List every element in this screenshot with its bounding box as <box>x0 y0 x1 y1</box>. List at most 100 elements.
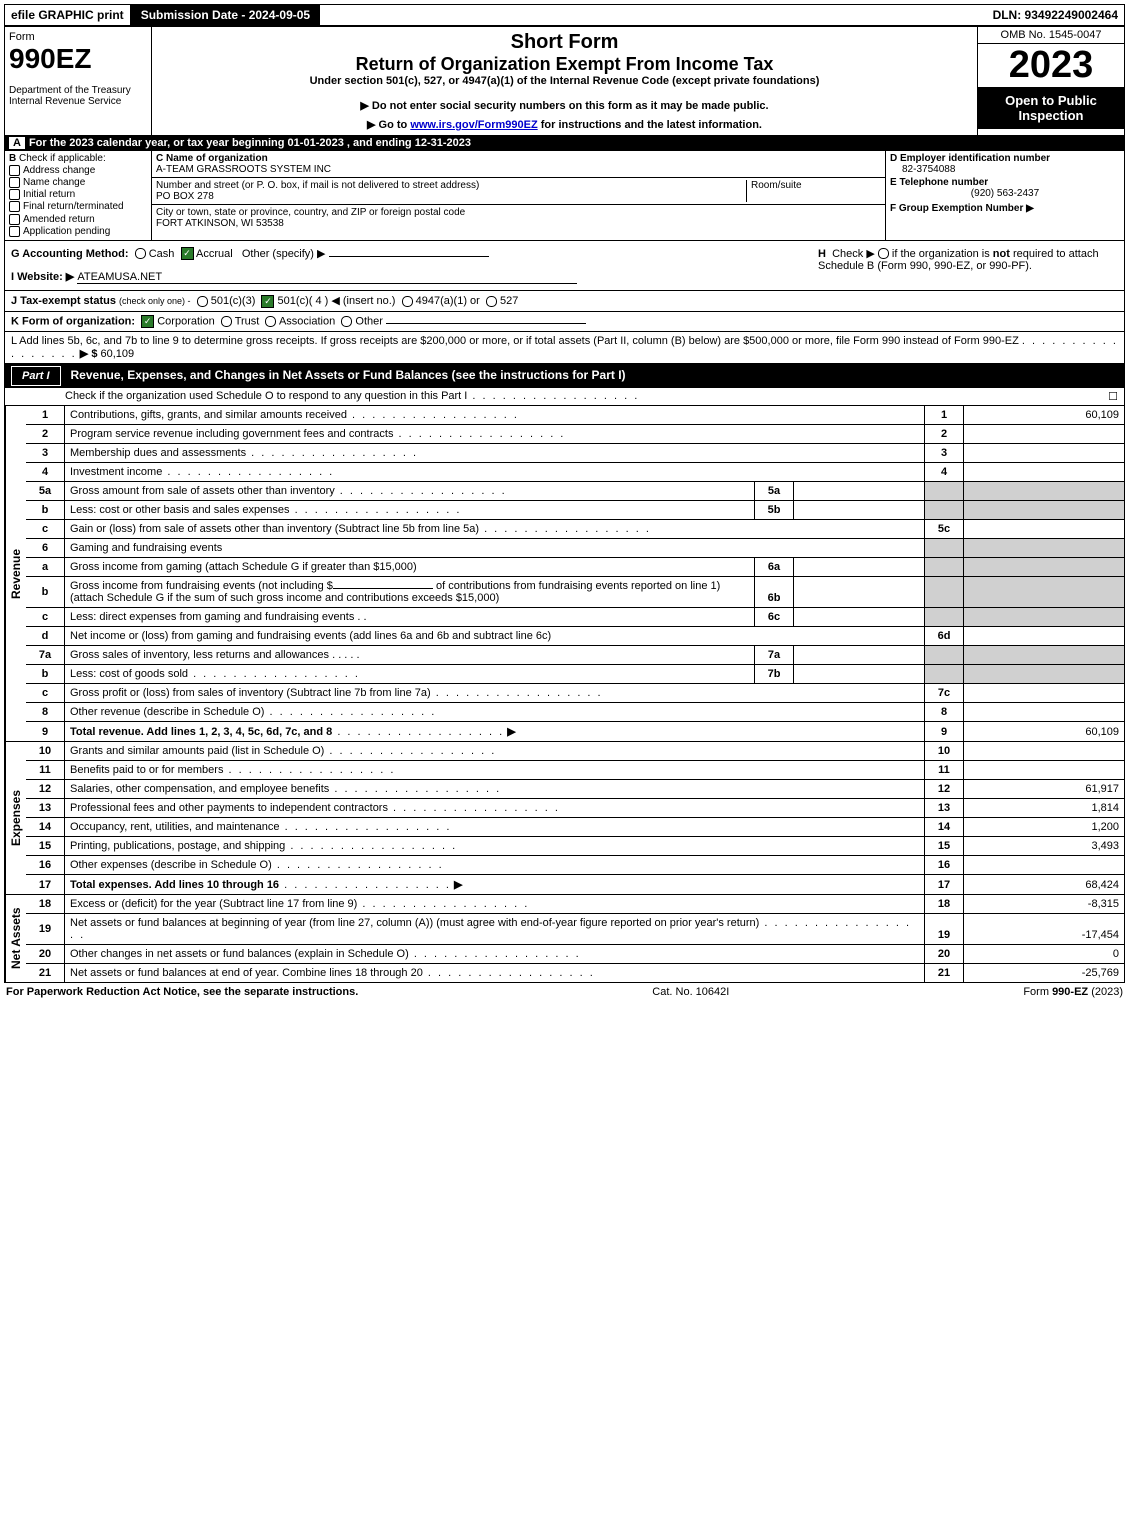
expenses-section: Expenses 10Grants and similar amounts pa… <box>4 742 1125 895</box>
other-org-input[interactable] <box>386 323 586 324</box>
other-label: Other (specify) ▶ <box>242 248 326 260</box>
section-k: K Form of organization: ✓ Corporation Tr… <box>4 312 1125 332</box>
row-7b: bLess: cost of goods sold7b <box>26 665 1124 684</box>
radio-trust[interactable] <box>221 316 232 327</box>
line-num: 13 <box>26 799 65 818</box>
line-value <box>964 856 1125 875</box>
line-text: Net assets or fund balances at beginning… <box>65 914 925 945</box>
line-value <box>964 463 1125 482</box>
line-num: 14 <box>26 818 65 837</box>
right-num: 7c <box>925 684 964 703</box>
line-value: 60,109 <box>964 406 1125 425</box>
grey-cell <box>925 558 964 577</box>
h-not: not <box>993 248 1010 260</box>
line-text: Less: direct expenses from gaming and fu… <box>65 608 755 627</box>
net-assets-table: 18Excess or (deficit) for the year (Subt… <box>26 895 1124 982</box>
checkbox-final-return[interactable] <box>9 201 20 212</box>
row-7c: cGross profit or (loss) from sales of in… <box>26 684 1124 703</box>
header-left: Form 990EZ Department of the Treasury In… <box>5 27 152 135</box>
part-i-sub: Check if the organization used Schedule … <box>4 388 1125 406</box>
line-num: 5a <box>26 482 65 501</box>
h-text1: Check ▶ <box>832 248 875 260</box>
cb-label-4: Amended return <box>23 214 95 225</box>
contrib-amount-input[interactable] <box>333 588 433 589</box>
return-title: Return of Organization Exempt From Incom… <box>158 54 971 75</box>
section-gh: G Accounting Method: Cash ✓ Accrual Othe… <box>4 241 1125 292</box>
footer-left: For Paperwork Reduction Act Notice, see … <box>6 986 358 998</box>
line-num: 19 <box>26 914 65 945</box>
revenue-section: Revenue 1Contributions, gifts, grants, a… <box>4 406 1125 742</box>
checkbox-schedule-b[interactable] <box>878 248 889 259</box>
footer-right: Form 990-EZ (2023) <box>1023 986 1123 998</box>
radio-527[interactable] <box>486 296 497 307</box>
line-text: Other expenses (describe in Schedule O) <box>65 856 925 875</box>
row-5a: 5aGross amount from sale of assets other… <box>26 482 1124 501</box>
radio-501c[interactable]: ✓ <box>261 295 274 308</box>
j-opt1: 501(c)(3) <box>211 295 256 307</box>
submission-date-button[interactable]: Submission Date - 2024-09-05 <box>131 5 320 25</box>
line-text: Grants and similar amounts paid (list in… <box>65 742 925 761</box>
info-row: B Check if applicable: Address change Na… <box>4 151 1125 241</box>
tax-year: 2023 <box>978 44 1124 87</box>
checkbox-initial-return[interactable] <box>9 189 20 200</box>
website-value: ATEAMUSA.NET <box>77 271 577 284</box>
radio-accrual[interactable]: ✓ <box>181 247 194 260</box>
grey-cell <box>964 539 1125 558</box>
radio-association[interactable] <box>265 316 276 327</box>
row-10: 10Grants and similar amounts paid (list … <box>26 742 1124 761</box>
row-6d: dNet income or (loss) from gaming and fu… <box>26 627 1124 646</box>
radio-cash[interactable] <box>135 248 146 259</box>
line-value: -17,454 <box>964 914 1125 945</box>
checkbox-address-change[interactable] <box>9 165 20 176</box>
radio-corporation[interactable]: ✓ <box>141 315 154 328</box>
line-value <box>964 520 1125 539</box>
mini-val <box>794 665 925 684</box>
section-c: C Name of organization A-TEAM GRASSROOTS… <box>152 151 885 240</box>
grey-cell <box>964 665 1125 684</box>
gross-receipts-value: 60,109 <box>101 348 135 360</box>
line-num: a <box>26 558 65 577</box>
grey-cell <box>925 577 964 608</box>
irs-link[interactable]: www.irs.gov/Form990EZ <box>410 119 537 131</box>
line-num: 8 <box>26 703 65 722</box>
form-number: 990EZ <box>9 43 147 75</box>
efile-print-button[interactable]: efile GRAPHIC print <box>5 5 131 25</box>
checkbox-name-change[interactable] <box>9 177 20 188</box>
checkbox-application-pending[interactable] <box>9 226 20 237</box>
c-name-label: C Name of organization <box>156 153 268 164</box>
line-text: Gross sales of inventory, less returns a… <box>65 646 755 665</box>
mini-num: 7a <box>755 646 794 665</box>
line-text: Membership dues and assessments <box>65 444 925 463</box>
part-i-checkbox[interactable]: ☐ <box>1108 390 1118 403</box>
ein-value: 82-3754088 <box>890 164 1120 175</box>
row-3: 3Membership dues and assessments3 <box>26 444 1124 463</box>
right-num: 14 <box>925 818 964 837</box>
line-num: 21 <box>26 964 65 983</box>
cb-label-5: Application pending <box>23 226 110 237</box>
part-i-label: Part I <box>11 366 61 386</box>
checkbox-amended-return[interactable] <box>9 214 20 225</box>
line-value <box>964 742 1125 761</box>
right-num: 13 <box>925 799 964 818</box>
omb-number: OMB No. 1545-0047 <box>978 27 1124 44</box>
dept-irs: Internal Revenue Service <box>9 96 147 107</box>
row-7a: 7aGross sales of inventory, less returns… <box>26 646 1124 665</box>
row-18: 18Excess or (deficit) for the year (Subt… <box>26 895 1124 914</box>
radio-other-org[interactable] <box>341 316 352 327</box>
line-num: 16 <box>26 856 65 875</box>
radio-501c3[interactable] <box>197 296 208 307</box>
mini-num: 6b <box>755 577 794 608</box>
right-num: 1 <box>925 406 964 425</box>
line-text: Total expenses. Add lines 10 through 16 … <box>65 875 925 895</box>
line-value: 68,424 <box>964 875 1125 895</box>
cb-label-2: Initial return <box>23 189 75 200</box>
radio-4947[interactable] <box>402 296 413 307</box>
section-g: G Accounting Method: Cash ✓ Accrual Othe… <box>5 241 812 291</box>
letter-a: A <box>9 137 25 149</box>
line-num: 4 <box>26 463 65 482</box>
row-6a: aGross income from gaming (attach Schedu… <box>26 558 1124 577</box>
row-6b: bGross income from fundraising events (n… <box>26 577 1124 608</box>
row-6c: cLess: direct expenses from gaming and f… <box>26 608 1124 627</box>
other-specify-input[interactable] <box>329 256 489 257</box>
line-text: Occupancy, rent, utilities, and maintena… <box>65 818 925 837</box>
